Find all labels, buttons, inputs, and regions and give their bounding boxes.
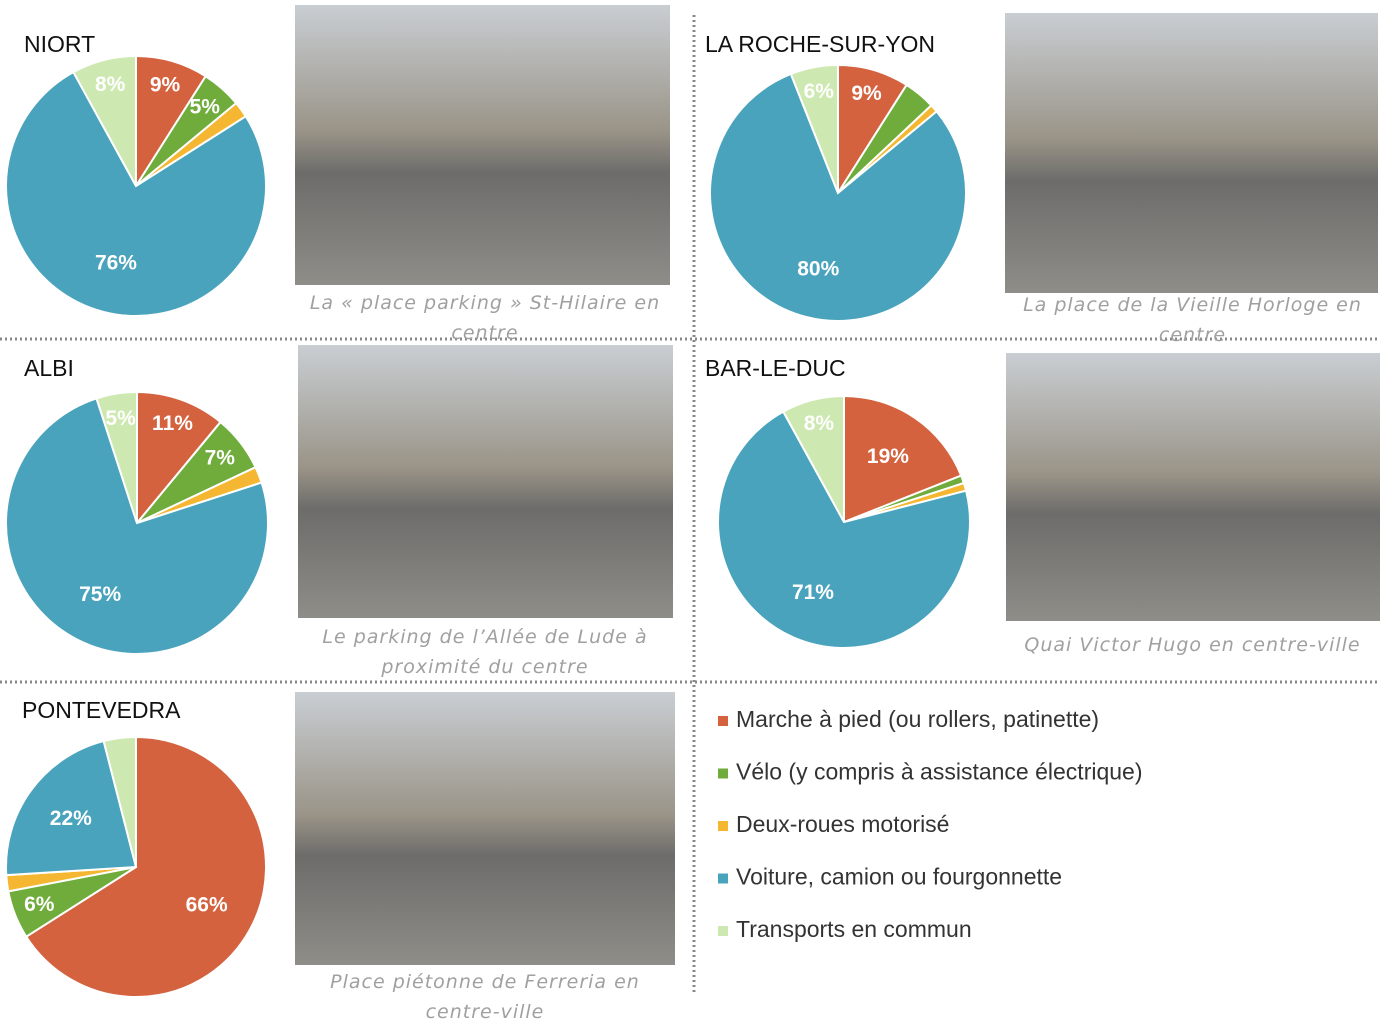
legend-label: Transports en commun (736, 916, 972, 942)
data-label: 11% (152, 412, 193, 435)
data-label: 75% (79, 583, 121, 606)
data-label: 5% (105, 407, 136, 430)
data-label: 71% (792, 581, 834, 604)
photo (295, 692, 675, 965)
photo (1005, 13, 1378, 293)
data-label: 6% (804, 80, 835, 103)
data-label: 76% (95, 252, 137, 275)
data-label: 5% (190, 96, 221, 119)
photo-caption: La « place parking » St-Hilaire en centr… (290, 288, 680, 348)
legend-swatch (718, 769, 728, 779)
legend-swatch (718, 874, 728, 884)
data-label: 66% (186, 893, 228, 916)
data-label: 22% (50, 807, 92, 830)
photo (295, 5, 670, 285)
photo-caption: La place de la Vieille Horloge en centre (1000, 290, 1385, 350)
photo-caption: Quai Victor Hugo en centre-ville (1000, 630, 1385, 660)
data-label: 6% (24, 893, 55, 916)
legend-label: Vélo (y compris à assistance électrique) (736, 759, 1143, 785)
chart-title: PONTEVEDRA (22, 697, 181, 723)
data-label: 19% (867, 445, 909, 468)
legend-label: Voiture, camion ou fourgonnette (736, 864, 1062, 890)
chart: NIORT 9% 5% 76% 8% LA ROCHE-SUR-YON 9% 80% 6% ALB… (0, 0, 1390, 1021)
data-label: 8% (804, 412, 835, 435)
chart-title: ALBI (24, 355, 74, 381)
photo-caption: Le parking de l’Allée de Lude à proximit… (320, 622, 650, 682)
data-label: 80% (797, 257, 839, 280)
photo-caption: Place piétonne de Ferreria en centre-vil… (330, 967, 640, 1027)
data-label: 9% (150, 74, 181, 97)
chart-title: LA ROCHE-SUR-YON (705, 31, 935, 57)
legend-label: Marche à pied (ou rollers, patinette) (736, 706, 1099, 732)
data-label: 8% (95, 73, 126, 96)
chart-title: BAR-LE-DUC (705, 355, 846, 381)
chart-title: NIORT (24, 31, 95, 57)
legend-swatch (718, 926, 728, 936)
legend-label: Deux-roues motorisé (736, 811, 949, 837)
legend-swatch (718, 716, 728, 726)
photo (1006, 353, 1380, 621)
legend-swatch (718, 821, 728, 831)
photo (298, 345, 673, 618)
page: {"chart_data": [ {"type": "pie", "title"… (0, 0, 1390, 1021)
data-label: 7% (205, 446, 236, 469)
data-label: 9% (851, 82, 882, 105)
